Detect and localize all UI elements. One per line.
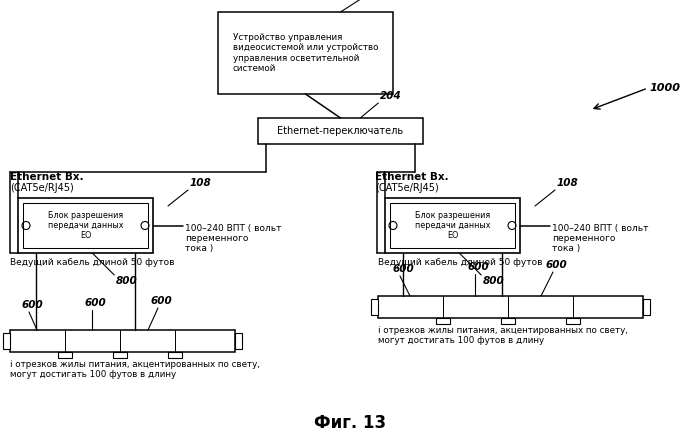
Text: 108: 108 (557, 178, 579, 188)
Bar (378, 296, 643, 318)
Bar (390, 203, 515, 248)
Text: 800: 800 (116, 276, 138, 286)
Bar (3, 333, 10, 349)
Bar (501, 318, 515, 324)
Bar (113, 352, 127, 358)
Bar (436, 318, 450, 324)
Bar (385, 198, 520, 253)
Text: Ethernet-переключатель: Ethernet-переключатель (277, 126, 404, 136)
Text: 800: 800 (483, 276, 505, 286)
Text: Блок разрешения
передачи данных
EO: Блок разрешения передачи данных EO (48, 210, 123, 240)
Text: 100–240 ВПТ ( вольт
переменного
тока ): 100–240 ВПТ ( вольт переменного тока ) (185, 223, 281, 253)
Text: i отрезков жилы питания, акцентированных по свету,
могут достигать 100 футов в д: i отрезков жилы питания, акцентированных… (378, 326, 628, 345)
Bar (566, 318, 580, 324)
Text: i отрезков жилы питания, акцентированных по свету,
могут достигать 100 футов в д: i отрезков жилы питания, акцентированных… (10, 360, 260, 380)
Text: Ethernet Вх.: Ethernet Вх. (10, 172, 83, 182)
Text: 204: 204 (380, 91, 402, 101)
Bar (23, 203, 148, 248)
Bar (18, 198, 153, 253)
Text: 600: 600 (392, 264, 414, 274)
Text: 600: 600 (21, 300, 43, 310)
Text: (CAT5e/RJ45): (CAT5e/RJ45) (10, 183, 74, 193)
Text: 100–240 ВПТ ( вольт
переменного
тока ): 100–240 ВПТ ( вольт переменного тока ) (552, 223, 648, 253)
Text: 1000: 1000 (650, 83, 681, 93)
Bar (218, 12, 393, 94)
Text: Фиг. 13: Фиг. 13 (314, 414, 386, 432)
Text: Ethernet Вх.: Ethernet Вх. (375, 172, 449, 182)
Bar (10, 330, 235, 352)
Text: Ведущий кабель длиной 50 футов: Ведущий кабель длиной 50 футов (10, 258, 174, 267)
Bar (58, 352, 72, 358)
Text: 108: 108 (190, 178, 211, 188)
Bar (168, 352, 182, 358)
Bar (235, 333, 242, 349)
Bar (371, 299, 378, 315)
Text: Блок разрешения
передачи данных
EO: Блок разрешения передачи данных EO (414, 210, 490, 240)
Text: Устройство управления
видеосистемой или устройство
управления осветительной
сист: Устройство управления видеосистемой или … (232, 33, 378, 73)
Text: 600: 600 (84, 298, 106, 308)
Text: Ведущий кабель длиной 50 футов: Ведущий кабель длиной 50 футов (378, 258, 542, 267)
Text: 600: 600 (150, 296, 171, 306)
Bar (258, 118, 423, 144)
Bar (643, 299, 650, 315)
Text: 600: 600 (545, 260, 567, 270)
Text: 600: 600 (467, 262, 489, 272)
Text: (CAT5e/RJ45): (CAT5e/RJ45) (375, 183, 439, 193)
